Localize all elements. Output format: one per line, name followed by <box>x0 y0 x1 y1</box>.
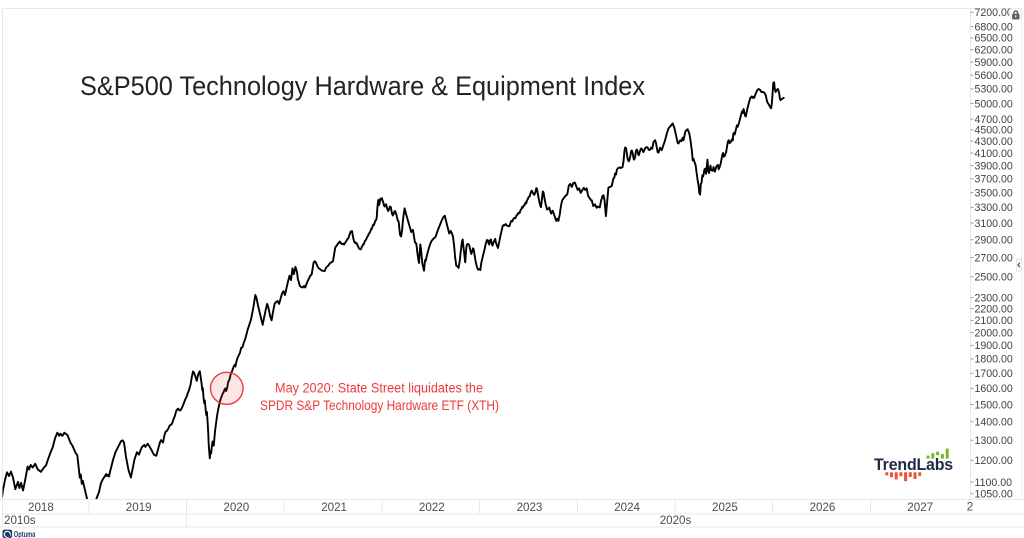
svg-text:2900.00: 2900.00 <box>975 235 1013 247</box>
svg-text:2010s: 2010s <box>4 514 36 527</box>
svg-text:2023: 2023 <box>517 501 543 514</box>
svg-text:5600.00: 5600.00 <box>975 70 1013 82</box>
svg-text:4500.00: 4500.00 <box>975 125 1013 137</box>
svg-text:TrendLabs: TrendLabs <box>874 455 953 474</box>
svg-text:2020s: 2020s <box>660 514 692 527</box>
svg-text:Optuma: Optuma <box>14 530 36 538</box>
svg-text:7200.00: 7200.00 <box>975 7 1013 19</box>
svg-text:5900.00: 5900.00 <box>975 57 1013 69</box>
svg-text:2200.00: 2200.00 <box>975 304 1013 316</box>
svg-text:1300.00: 1300.00 <box>975 435 1013 447</box>
svg-text:5300.00: 5300.00 <box>975 84 1013 96</box>
svg-text:2021: 2021 <box>321 501 347 514</box>
svg-text:2027: 2027 <box>907 501 933 514</box>
svg-text:2300.00: 2300.00 <box>975 292 1013 304</box>
svg-text:1200.00: 1200.00 <box>975 455 1013 467</box>
svg-text:6800.00: 6800.00 <box>975 21 1013 33</box>
svg-text:2100.00: 2100.00 <box>975 315 1013 327</box>
svg-text:2025: 2025 <box>712 501 738 514</box>
svg-text:3700.00: 3700.00 <box>975 174 1013 186</box>
svg-text:2000.00: 2000.00 <box>975 327 1013 339</box>
svg-text:3500.00: 3500.00 <box>975 188 1013 200</box>
svg-text:6200.00: 6200.00 <box>975 45 1013 57</box>
svg-text:1700.00: 1700.00 <box>975 368 1013 380</box>
svg-text:1050.00: 1050.00 <box>975 489 1013 501</box>
svg-text:2700.00: 2700.00 <box>975 252 1013 264</box>
svg-text:SPDR S&P Technology Hardware E: SPDR S&P Technology Hardware ETF (XTH) <box>260 398 499 413</box>
svg-text:2024: 2024 <box>614 501 640 514</box>
svg-text:3100.00: 3100.00 <box>975 218 1013 230</box>
svg-text:1100.00: 1100.00 <box>975 477 1013 489</box>
svg-text:2018: 2018 <box>28 501 54 514</box>
svg-text:3300.00: 3300.00 <box>975 202 1013 214</box>
svg-text:1400.00: 1400.00 <box>975 417 1013 429</box>
svg-text:S&P500 Technology Hardware & E: S&P500 Technology Hardware & Equipment I… <box>80 71 645 101</box>
svg-text:3900.00: 3900.00 <box>975 160 1013 172</box>
svg-text:4300.00: 4300.00 <box>975 136 1013 148</box>
svg-text:1900.00: 1900.00 <box>975 340 1013 352</box>
svg-text:2022: 2022 <box>419 501 445 514</box>
svg-text:2019: 2019 <box>126 501 152 514</box>
svg-text:2: 2 <box>967 501 973 514</box>
svg-text:1800.00: 1800.00 <box>975 354 1013 366</box>
svg-text:5000.00: 5000.00 <box>975 98 1013 110</box>
svg-text:May 2020: State Street liquida: May 2020: State Street liquidates the <box>275 380 483 395</box>
svg-text:6500.00: 6500.00 <box>975 33 1013 45</box>
svg-text:4700.00: 4700.00 <box>975 114 1013 126</box>
svg-text:2026: 2026 <box>810 501 836 514</box>
svg-text:1600.00: 1600.00 <box>975 383 1013 395</box>
svg-text:4100.00: 4100.00 <box>975 148 1013 160</box>
svg-text:2500.00: 2500.00 <box>975 272 1013 284</box>
svg-text:1500.00: 1500.00 <box>975 399 1013 411</box>
svg-text:2020: 2020 <box>223 501 249 514</box>
